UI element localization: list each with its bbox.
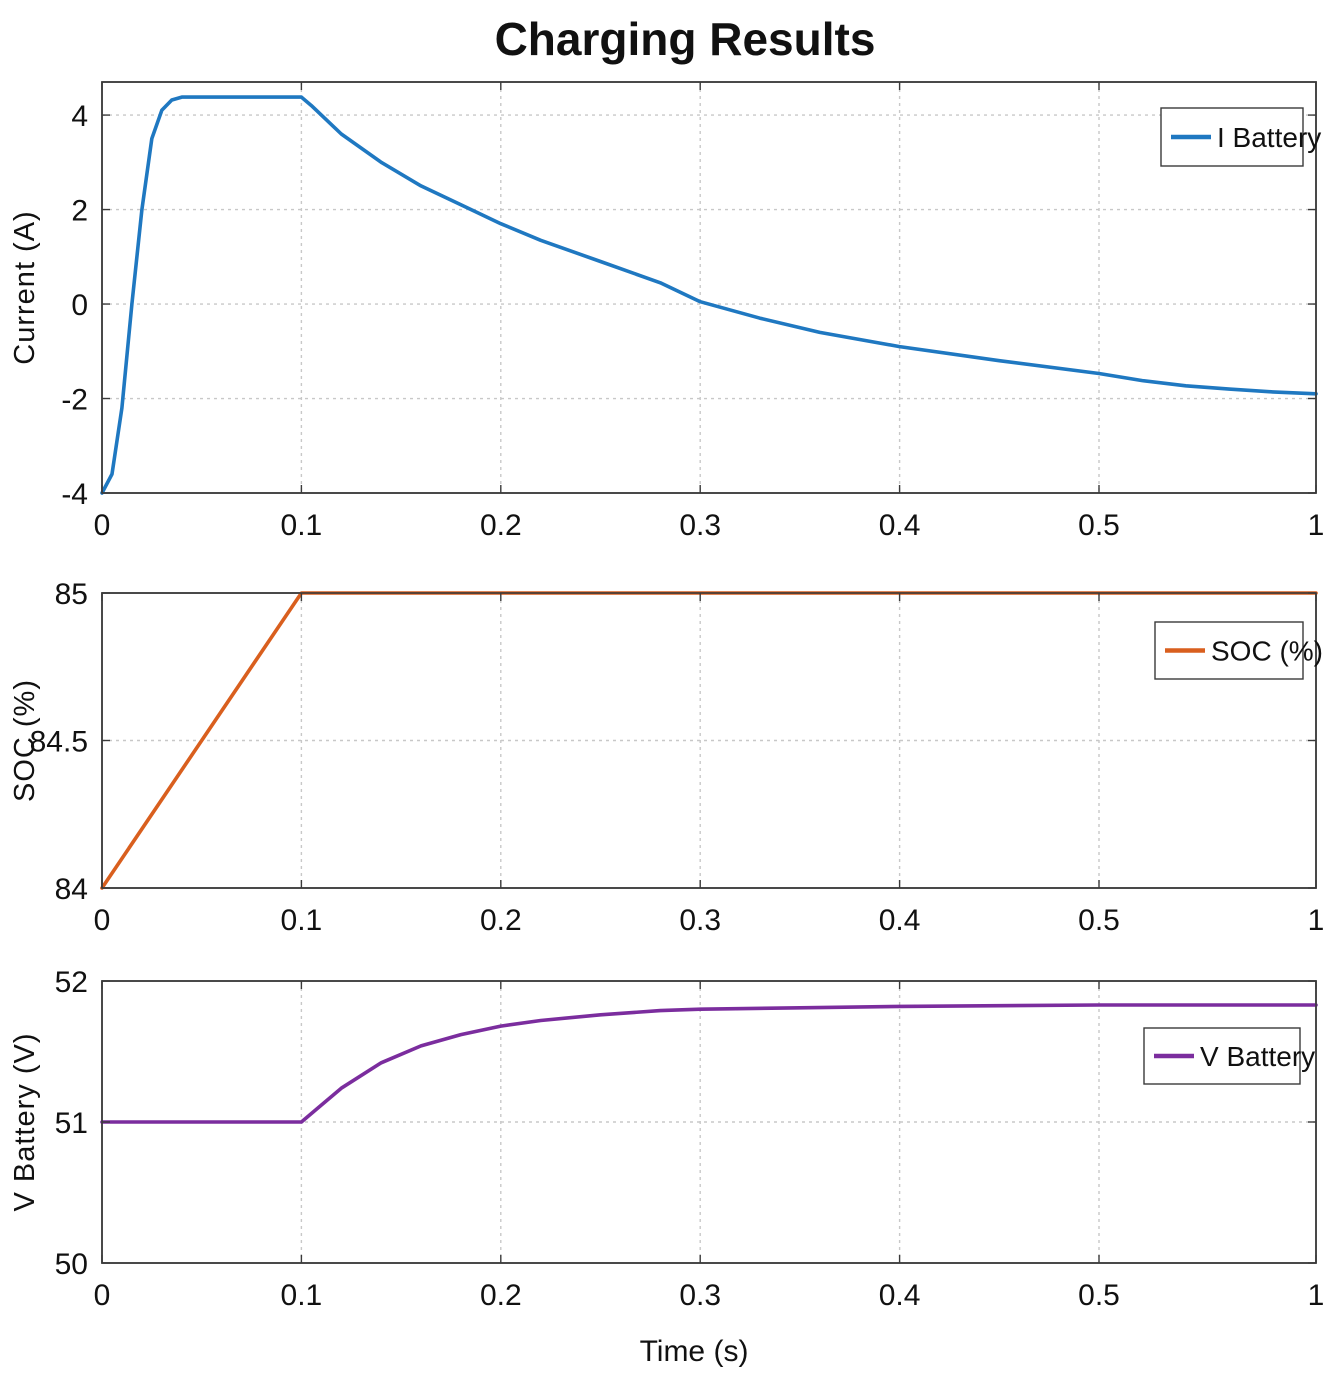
y-tick-label: 85 xyxy=(55,578,88,611)
plot-area xyxy=(101,592,1317,889)
x-tick-label: 1 xyxy=(1308,509,1325,542)
x-tick-label: 0.5 xyxy=(1078,1279,1120,1312)
x-tick-label: 0.5 xyxy=(1078,509,1120,542)
x-tick-label: 0 xyxy=(94,904,111,937)
x-tick-label: 0.1 xyxy=(281,1279,323,1312)
x-axis-label: Time (s) xyxy=(640,1335,749,1368)
x-tick-label: 1 xyxy=(1308,904,1325,937)
series-line-v-battery xyxy=(100,1003,1318,1124)
panel-2: 0 0.1 0.2 0.3 0.4 0.5 1 84 84.5 85 SOC (%) SOC (%) xyxy=(9,578,1324,937)
x-tick-label: 1 xyxy=(1308,1279,1325,1312)
y-tick-label: -4 xyxy=(61,478,88,511)
y-tick-label: 51 xyxy=(55,1107,88,1140)
y-tick-label: -2 xyxy=(61,384,88,417)
y-tick-label: 2 xyxy=(71,195,88,228)
x-tick-label: 0.2 xyxy=(480,509,522,542)
y-axis-label: V Battery (V) xyxy=(9,1033,41,1212)
y-axis-label: Current (A) xyxy=(9,210,41,364)
axis-frame xyxy=(101,81,1317,494)
legend: I Battery xyxy=(1160,107,1321,167)
y-tick-label: 52 xyxy=(55,966,88,999)
y-tick-label: 84 xyxy=(55,873,88,906)
legend-label: I Battery xyxy=(1217,122,1321,153)
x-tick-label: 0.4 xyxy=(879,1279,921,1312)
y-tick-label: 84.5 xyxy=(30,726,88,759)
x-tick-label: 0.3 xyxy=(679,1279,721,1312)
x-tick-label: 0 xyxy=(94,1279,111,1312)
x-tick-label: 0.5 xyxy=(1078,904,1120,937)
legend-label: SOC (%) xyxy=(1211,636,1323,667)
legend: SOC (%) xyxy=(1154,621,1323,680)
x-tick-label: 0.2 xyxy=(480,1279,522,1312)
figure-title: Charging Results xyxy=(495,13,876,65)
x-tick-label: 0.3 xyxy=(679,509,721,542)
legend-label: V Battery xyxy=(1200,1041,1315,1072)
x-tick-label: 0.4 xyxy=(879,509,921,542)
series-line-i-battery xyxy=(100,95,1318,495)
legend: V Battery xyxy=(1143,1027,1315,1085)
panel-3: 0 0.1 0.2 0.3 0.4 0.5 1 50 51 52 V Battery (V) Time… xyxy=(9,966,1324,1368)
y-tick-label: 4 xyxy=(71,100,88,133)
x-tick-label: 0.3 xyxy=(679,904,721,937)
x-tick-label: 0 xyxy=(94,509,111,542)
plot-area xyxy=(101,81,1317,494)
plot-area xyxy=(101,980,1317,1264)
x-tick-label: 0.4 xyxy=(879,904,921,937)
x-tick-label: 0.1 xyxy=(281,904,323,937)
x-tick-label: 0.1 xyxy=(281,509,323,542)
y-tick-label: 50 xyxy=(55,1248,88,1281)
y-tick-label: 0 xyxy=(71,289,88,322)
x-tick-label: 0.2 xyxy=(480,904,522,937)
panel-1: 0 0.1 0.2 0.3 0.4 0.5 1 -4 -2 0 2 4 Current (A) I Bat… xyxy=(9,81,1325,542)
y-axis-label: SOC (%) xyxy=(9,679,41,802)
